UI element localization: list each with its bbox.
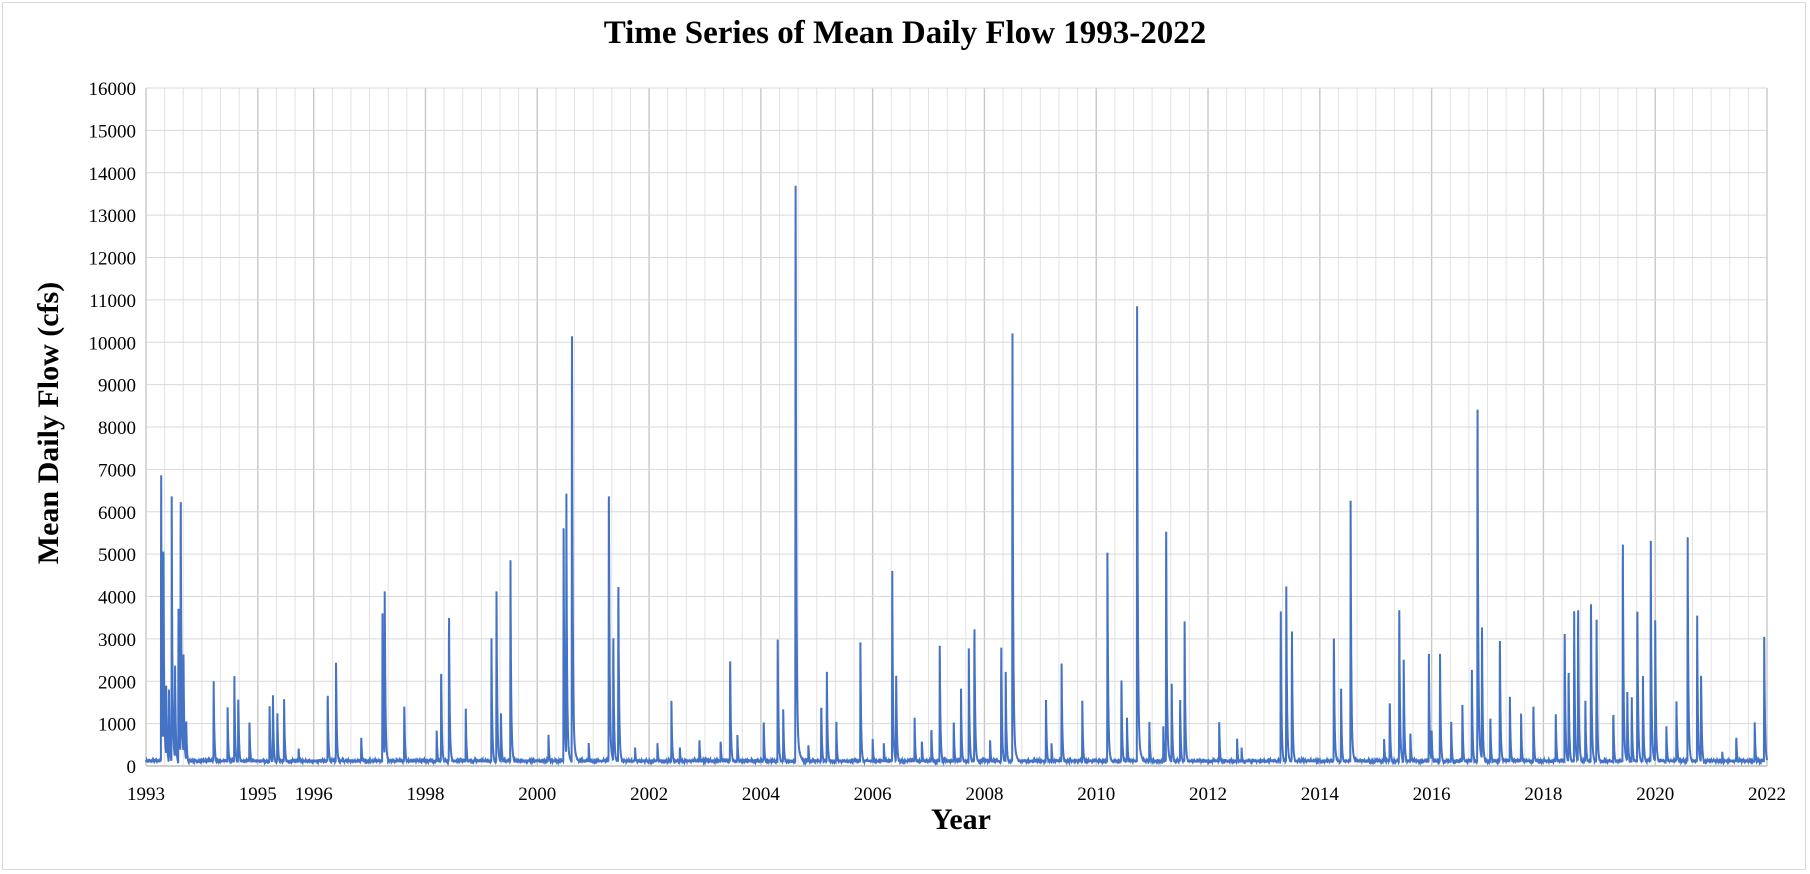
x-tick-label: 2010: [1077, 784, 1115, 805]
x-tick-label: 2022: [1748, 784, 1786, 805]
y-tick-label: 4000: [98, 588, 136, 609]
x-tick-labels: 1993 1995 1996 1998 2000 2002 2004 2006 2008 2010…: [127, 784, 1786, 805]
y-axis-label: Mean Daily Flow (cfs): [32, 282, 65, 564]
y-tick-label: 7000: [98, 460, 136, 481]
y-tick-label: 14000: [89, 164, 137, 185]
x-tick-label: 2006: [854, 784, 892, 805]
y-tick-label: 8000: [98, 418, 136, 439]
y-tick-label: 16000: [89, 79, 137, 100]
y-tick-label: 6000: [98, 503, 136, 524]
y-tick-labels: 0 1000 2000 3000 4000 5000 6000 7000 8000 9000 100…: [89, 79, 137, 778]
y-tick-label: 1000: [98, 715, 136, 736]
x-tick-label: 2016: [1413, 784, 1451, 805]
x-tick-label: 1995: [239, 784, 277, 805]
x-tick-label: 1998: [406, 784, 444, 805]
grid-lines: [145, 87, 1768, 767]
x-tick-label: 2004: [742, 784, 781, 805]
x-tick-label: 1993: [127, 784, 165, 805]
chart-title: Time Series of Mean Daily Flow 1993-2022: [604, 15, 1206, 51]
x-tick-label: 2008: [965, 784, 1003, 805]
x-tick-label: 2018: [1524, 784, 1562, 805]
x-tick-label: 2002: [630, 784, 668, 805]
x-tick-label: 2020: [1636, 784, 1674, 805]
y-tick-label: 12000: [89, 249, 137, 270]
x-tick-label: 2000: [518, 784, 556, 805]
y-tick-label: 10000: [89, 333, 137, 354]
flow-series-line: [145, 185, 1768, 767]
y-tick-label: 2000: [98, 672, 136, 693]
x-axis-label: Year: [931, 803, 991, 836]
x-tick-label: 2012: [1189, 784, 1227, 805]
flow-chart: 1993 1995 1996 1998 2000 2002 2004 2006 2008 2010…: [32, 15, 1786, 836]
y-tick-label: 0: [127, 757, 137, 778]
x-tick-label: 2014: [1301, 784, 1340, 805]
y-tick-label: 13000: [89, 206, 137, 227]
y-tick-label: 9000: [98, 376, 136, 397]
y-tick-label: 15000: [89, 121, 137, 142]
x-tick-label: 1996: [295, 784, 333, 805]
y-tick-label: 11000: [89, 291, 136, 312]
y-tick-label: 5000: [98, 545, 136, 566]
y-tick-label: 3000: [98, 630, 136, 651]
